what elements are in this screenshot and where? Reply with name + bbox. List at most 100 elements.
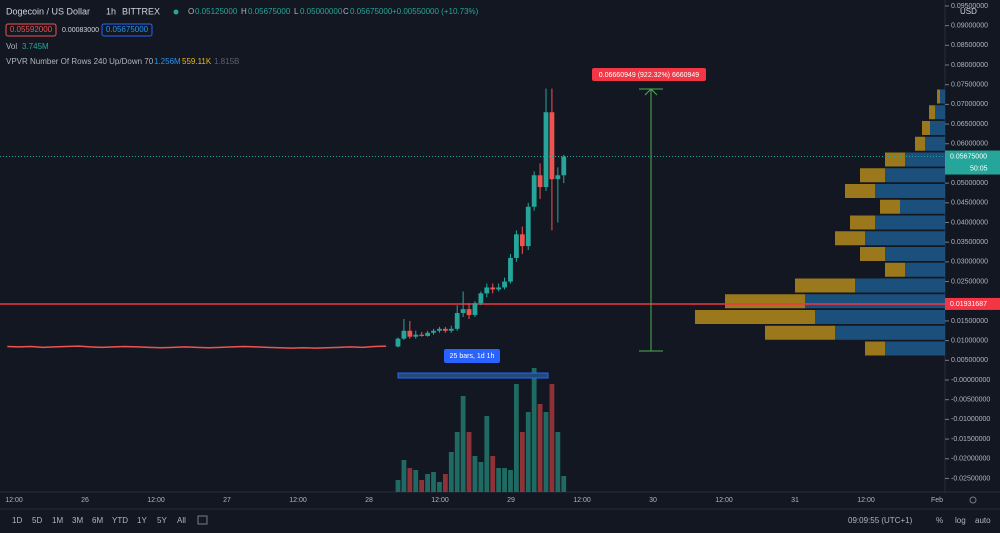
time-tick-label: 30 [649, 497, 657, 504]
last-price-label: 0.05675000 [950, 153, 987, 160]
profile-down [922, 121, 930, 135]
vpvr-total: 1.815B [214, 57, 239, 66]
candle-body [525, 206, 531, 247]
price-tick-label: 0.01000000 [951, 337, 988, 344]
volume-bar [401, 460, 407, 492]
price-tick-label: -0.00500000 [951, 397, 990, 404]
status-dot [173, 9, 179, 15]
volume-bar [472, 456, 478, 492]
price-line-label: 0.01931687 [950, 301, 987, 308]
profile-down [725, 294, 805, 309]
ohlc-value: 0.05675000 [350, 7, 393, 16]
vpvr-up: 1.256M [154, 57, 181, 66]
candle-body [508, 257, 513, 282]
scale-toggle[interactable]: auto [975, 516, 991, 525]
profile-up [930, 121, 945, 135]
candle-body [431, 330, 436, 333]
profile-up [940, 89, 945, 104]
sell-price[interactable]: 0.05592000 [10, 25, 53, 34]
price-tick-label: 0.08000000 [951, 62, 988, 69]
candle-body [407, 330, 413, 337]
volume-bar [525, 412, 531, 492]
buy-button[interactable] [101, 23, 153, 37]
profile-down [695, 310, 815, 324]
scale-toggle[interactable]: log [955, 516, 966, 525]
profile-down [795, 278, 855, 293]
candle-body [549, 112, 555, 180]
spread: 0.00083000 [62, 27, 99, 34]
time-tick-label: 31 [791, 497, 799, 504]
vpvr-label: VPVR Number Of Rows 240 Up/Down 70 [6, 57, 154, 66]
profile-up [925, 136, 945, 151]
candle-body [484, 287, 490, 294]
candle-body [537, 175, 543, 188]
period-button[interactable]: YTD [112, 516, 128, 525]
profile-up [900, 199, 945, 214]
candle-body [419, 334, 425, 336]
price-tick-label: 0.04000000 [951, 219, 988, 226]
volume-bar [407, 468, 413, 492]
period-button[interactable]: 5Y [157, 516, 167, 525]
ohlc-label: O [188, 7, 194, 16]
ohlc-value: 0.05675000 [248, 7, 291, 16]
volume-bar [514, 384, 519, 492]
profile-up [885, 168, 945, 183]
candle-body [543, 112, 549, 188]
period-button[interactable]: 1Y [137, 516, 147, 525]
profile-down [937, 89, 940, 104]
price-tick-label: 0.01500000 [951, 318, 988, 325]
scale-toggle[interactable]: % [936, 516, 943, 525]
period-button[interactable]: 1M [52, 516, 63, 525]
time-tick-label: 26 [81, 497, 89, 504]
price-tick-label: 0.06000000 [951, 141, 988, 148]
profile-down [860, 168, 885, 183]
ohlc-value: 0.05125000 [195, 7, 238, 16]
price-tick-label: -0.00000000 [951, 377, 990, 384]
interval: 1h [106, 6, 116, 16]
profile-up [815, 310, 945, 324]
candle-body [448, 328, 454, 331]
volume-bar [413, 470, 419, 492]
volume-bar [549, 384, 555, 492]
candle-body [454, 313, 460, 329]
range-tool [397, 349, 549, 379]
buy-price[interactable]: 0.05675000 [106, 25, 149, 34]
vol-label: Vol [6, 42, 17, 51]
candle-body [478, 293, 484, 304]
last-price-badge [945, 150, 1000, 175]
price-tick-label: 0.07500000 [951, 82, 988, 89]
volume-bar [448, 452, 454, 492]
profile-up [865, 231, 945, 246]
volume-bar [437, 482, 442, 492]
profile-down [850, 215, 875, 230]
profile-down [860, 247, 885, 261]
time-tick-label: 27 [223, 497, 231, 504]
profile-down [915, 136, 925, 151]
volume-bar [425, 474, 430, 492]
profile-down [885, 262, 905, 277]
period-button[interactable]: 1D [12, 516, 22, 525]
period-button[interactable]: 6M [92, 516, 103, 525]
countdown: 50:05 [970, 165, 988, 172]
price-tick-label: 0.03500000 [951, 239, 988, 246]
volume-bar [496, 468, 502, 492]
profile-down [845, 184, 875, 198]
candle-body [490, 287, 496, 290]
price-tick-label: 0.04500000 [951, 200, 988, 207]
price-tick-label: 0.03000000 [951, 259, 988, 266]
profile-up [855, 278, 945, 293]
period-button[interactable]: All [177, 516, 186, 525]
sell-button[interactable] [5, 23, 57, 37]
period-button[interactable]: 3M [72, 516, 83, 525]
volume-bar [561, 476, 567, 492]
measure-tool [592, 68, 706, 352]
price-tick-label: 0.02500000 [951, 278, 988, 285]
candle-body [531, 175, 537, 207]
profile-up [935, 105, 945, 120]
period-button[interactable]: 5D [32, 516, 42, 525]
currency: USD [960, 7, 977, 16]
time-tick-label: 12:00 [147, 497, 165, 504]
price-line-badge [945, 297, 1000, 310]
profile-down [835, 231, 865, 246]
